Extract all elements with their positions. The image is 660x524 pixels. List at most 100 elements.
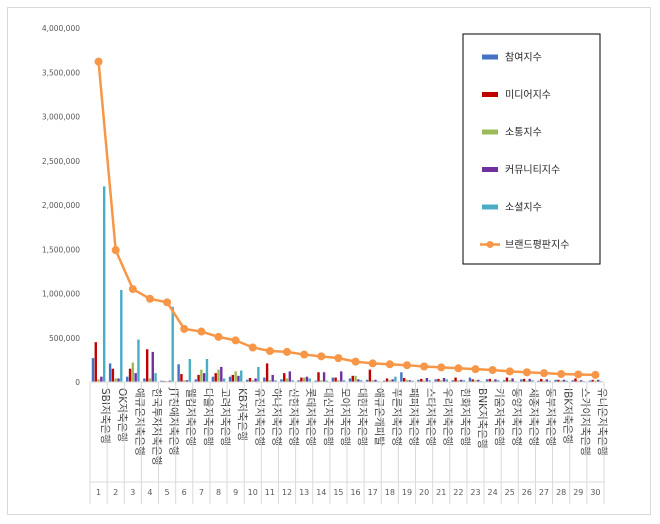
- x-category-number: 5: [165, 488, 170, 497]
- line-point: [574, 370, 583, 379]
- x-category-number: 14: [316, 488, 326, 497]
- line-point: [111, 246, 120, 255]
- x-category-label: 세종저축은행: [527, 388, 539, 446]
- line-point: [180, 324, 189, 333]
- bar: [268, 380, 272, 382]
- bar: [408, 380, 411, 382]
- bar: [528, 378, 531, 382]
- x-category-label: SBI저축은행: [99, 388, 111, 444]
- bar: [126, 376, 129, 382]
- bar: [457, 380, 460, 382]
- legend-swatch: [482, 167, 498, 172]
- bar: [331, 377, 335, 382]
- x-category-number: 21: [436, 488, 446, 497]
- line-point: [265, 347, 274, 356]
- bar: [297, 380, 300, 382]
- bar: [251, 380, 254, 382]
- bar: [425, 378, 429, 382]
- x-category-number: 16: [350, 488, 360, 497]
- bar: [488, 378, 492, 382]
- bar: [340, 371, 343, 382]
- line-point: [197, 327, 206, 336]
- line-point: [145, 294, 154, 303]
- bar: [454, 377, 457, 382]
- bar: [320, 380, 323, 382]
- x-category-label: 다올저축은행: [202, 388, 214, 446]
- bar: [220, 366, 223, 382]
- x-category-number: 17: [368, 488, 378, 497]
- bar: [322, 372, 326, 382]
- x-axis: SBI저축은행 1 OK저축은행 2 애큐온저축은행 3 한국투자저축은행 4 JT친애저축은행…: [89, 381, 608, 504]
- bar: [597, 379, 600, 382]
- bar: [143, 378, 146, 382]
- bar: [548, 380, 551, 382]
- legend-swatch: [482, 129, 498, 135]
- line-point: [317, 352, 326, 361]
- x-category-label: 대신저축은행: [322, 388, 334, 446]
- x-category-label: JT친애저축은행: [168, 387, 180, 455]
- bar: [468, 377, 472, 382]
- legend-label: 참여지수: [505, 52, 542, 64]
- x-category-label: 유니온저축은행: [596, 388, 608, 456]
- bar: [325, 380, 329, 382]
- legend-label: 소통지수: [505, 127, 542, 139]
- bar: [594, 380, 597, 382]
- y-tick-label: 500,000: [49, 334, 80, 343]
- bar: [565, 380, 568, 382]
- y-tick-label: 0: [75, 378, 80, 387]
- y-tick-label: 3,500,000: [42, 68, 80, 77]
- x-category-number: 7: [199, 488, 204, 497]
- bar: [302, 377, 306, 382]
- bar: [391, 379, 394, 382]
- bar: [422, 380, 426, 382]
- bar: [245, 379, 249, 382]
- bar: [400, 372, 403, 382]
- bar: [237, 375, 240, 382]
- bar: [477, 379, 480, 382]
- bar: [531, 380, 534, 382]
- bar: [428, 380, 431, 382]
- bar: [405, 379, 409, 382]
- y-axis: 0 500,000 1,000,000 1,500,000 2,000,000 2,500…: [42, 24, 80, 387]
- bar: [511, 378, 514, 382]
- bar: [588, 380, 592, 382]
- bar: [257, 366, 260, 382]
- bar: [342, 380, 346, 382]
- x-category-number: 3: [130, 488, 135, 497]
- x-category-number: 8: [216, 488, 221, 497]
- line-point: [385, 360, 394, 369]
- bar: [200, 369, 203, 382]
- bar: [388, 380, 392, 382]
- bar: [300, 377, 303, 382]
- x-category-label: 하나저축은행: [270, 388, 283, 446]
- bar: [154, 373, 157, 382]
- bar: [205, 358, 209, 382]
- x-category-label: OK저축은행: [116, 388, 128, 442]
- bar: [234, 371, 237, 382]
- x-category-label: 스타저축은행: [425, 388, 437, 446]
- bar: [540, 378, 543, 382]
- x-category-number: 18: [385, 488, 395, 497]
- bar: [197, 374, 200, 382]
- bar: [494, 379, 497, 382]
- legend-label: 브랜드평판지수: [505, 239, 569, 251]
- bar: [97, 379, 100, 382]
- x-category-label: 유진저축은행: [253, 388, 265, 446]
- x-category-label: 동부저축은행: [545, 388, 557, 446]
- legend-swatch-marker: [486, 241, 494, 248]
- bar: [442, 378, 446, 382]
- line-point: [505, 367, 514, 376]
- bar: [402, 378, 406, 382]
- bar: [417, 379, 420, 382]
- chart-frame: 0 500,000 1,000,000 1,500,000 2,000,000 2,500…: [7, 7, 651, 515]
- bar: [437, 378, 440, 382]
- bar: [202, 373, 206, 382]
- x-category-number: 27: [539, 488, 549, 497]
- x-category-number: 19: [402, 488, 412, 497]
- x-category-number: 25: [505, 488, 515, 497]
- bar: [497, 380, 500, 382]
- line-point: [471, 365, 480, 374]
- y-tick-label: 2,500,000: [42, 157, 80, 166]
- bar: [525, 380, 529, 382]
- x-category-number: 23: [470, 488, 480, 497]
